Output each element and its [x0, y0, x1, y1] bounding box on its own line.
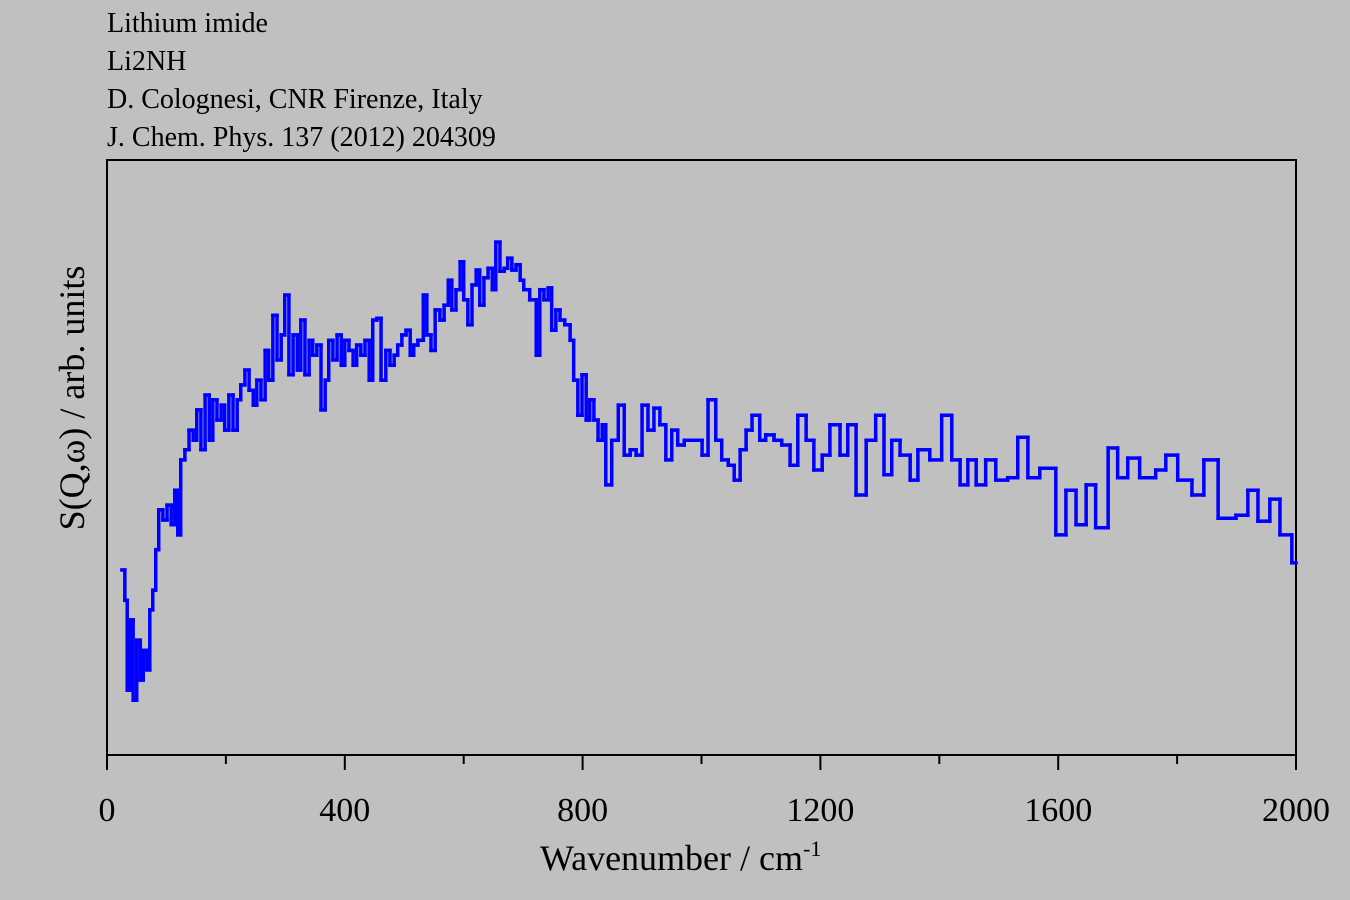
x-axis-label: Wavenumber / cm-1 — [540, 836, 821, 878]
x-tick-label: 800 — [557, 792, 608, 829]
title-line: D. Colognesi, CNR Firenze, Italy — [107, 84, 483, 115]
x-axis-label-superscript: -1 — [803, 836, 821, 861]
y-axis-label: S(Q,ω) / arb. units — [52, 266, 92, 531]
x-tick-label: 1200 — [786, 792, 854, 829]
title-line: Li2NH — [107, 46, 186, 77]
title-line: J. Chem. Phys. 137 (2012) 204309 — [107, 122, 496, 153]
title-line: Lithium imide — [107, 8, 268, 39]
x-tick-label: 0 — [99, 792, 116, 829]
x-tick-label: 2000 — [1262, 792, 1330, 829]
x-axis-label-text: Wavenumber / cm — [540, 838, 803, 878]
x-tick-label: 1600 — [1024, 792, 1092, 829]
x-tick-label: 400 — [319, 792, 370, 829]
